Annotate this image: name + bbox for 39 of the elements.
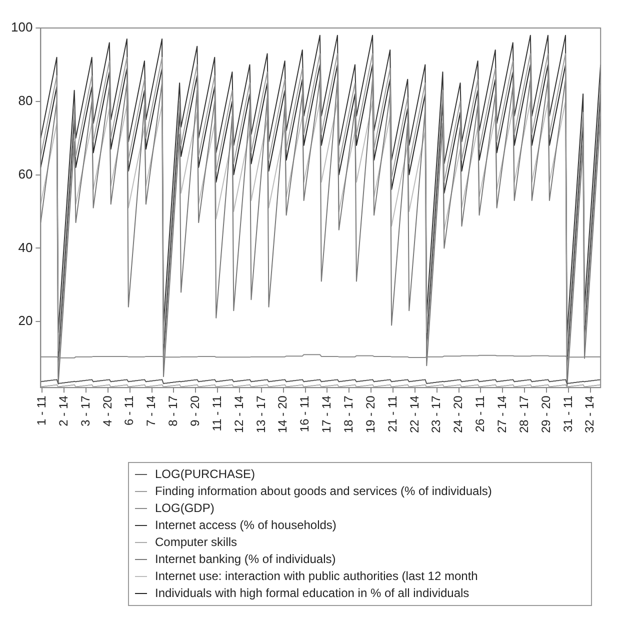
x-tick-label: 3 - 17 [78, 395, 92, 426]
x-tick-label: 31 - 11 [560, 395, 575, 432]
legend-label: LOG(PURCHASE) [155, 466, 256, 483]
x-tick-label: 6 - 11 [122, 395, 136, 426]
x-tick-label: 4 - 20 [100, 395, 114, 426]
x-tick-label: 12 - 14 [232, 395, 246, 433]
x-tick-label: 19 - 20 [363, 395, 378, 433]
x-tick-label: 21 - 11 [385, 395, 400, 432]
x-tick-label: 26 - 11 [473, 395, 488, 432]
x-tick-label: 9 - 20 [188, 395, 202, 426]
legend-label: Computer skills [155, 534, 238, 551]
x-tick-label: 18 - 17 [341, 395, 356, 433]
legend-label: Internet use: interaction with public authorities (last 12 month [155, 568, 478, 585]
x-tick-label: 11 - 11 [210, 395, 224, 432]
legend-label: Individuals with high formal education in % of all individuals [155, 585, 470, 602]
x-tick-label: 1 - 11 [34, 395, 48, 426]
legend-label: LOG(GDP) [155, 500, 214, 517]
legend-label: Internet banking (% of individuals) [155, 551, 336, 568]
y-tick-label: 60 [18, 166, 33, 182]
x-tick-label: 32 - 14 [582, 395, 597, 433]
x-tick-label: 8 - 17 [166, 395, 180, 426]
y-tick-label: 100 [10, 20, 33, 35]
legend-label: Internet access (% of households) [155, 517, 336, 534]
x-tick-label: 28 - 17 [516, 395, 531, 433]
x-tick-label: 7 - 14 [144, 395, 158, 426]
x-tick-label: 13 - 17 [254, 395, 268, 433]
y-tick-label: 20 [18, 313, 33, 328]
x-tick-label: 16 - 11 [298, 395, 312, 432]
x-tick-label: 14 - 20 [276, 395, 290, 433]
x-tick-label: 22 - 14 [407, 395, 422, 433]
x-tick-label: 24 - 20 [451, 395, 466, 433]
x-tick-label: 29 - 20 [538, 395, 553, 433]
y-tick-label: 40 [18, 240, 33, 255]
x-tick-label: 23 - 17 [429, 395, 444, 433]
x-tick-label: 17 - 14 [320, 395, 334, 433]
x-tick-label: 27 - 14 [494, 395, 509, 433]
legend-label: Finding information about goods and services (% of individuals) [155, 483, 492, 500]
x-tick-label: 2 - 14 [56, 395, 70, 426]
y-tick-label: 80 [18, 92, 33, 108]
